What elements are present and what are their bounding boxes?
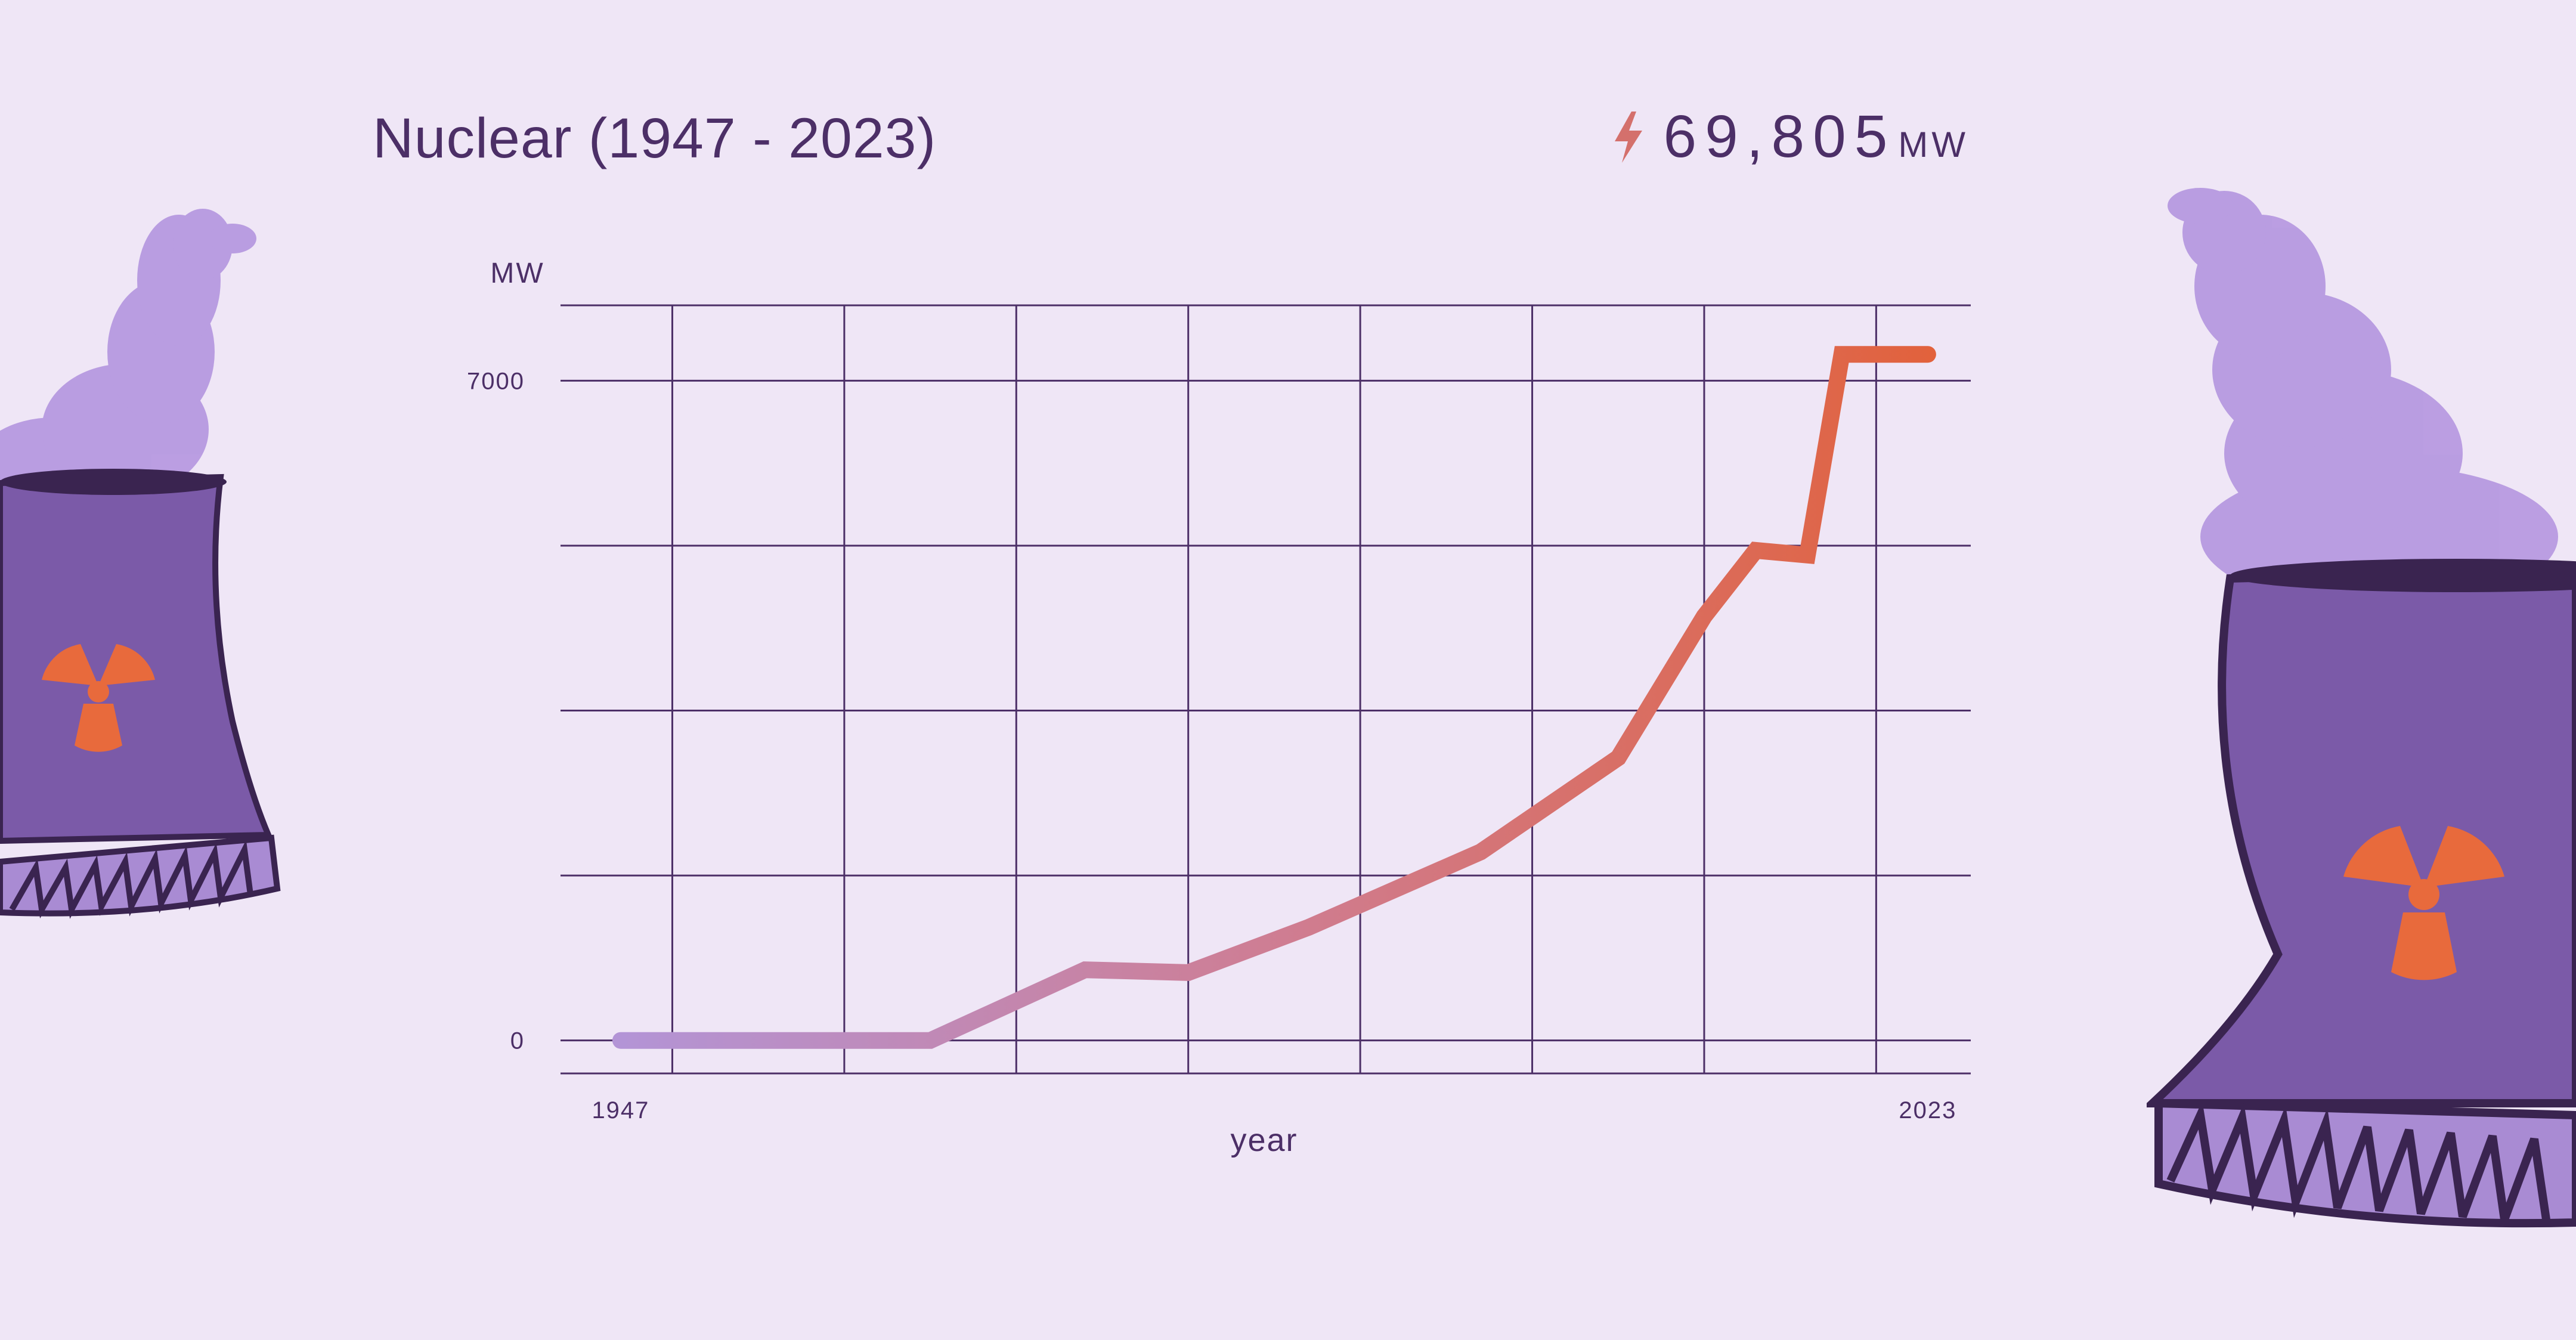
smoke-plume bbox=[0, 209, 256, 513]
x-axis-label: year bbox=[1230, 1122, 1298, 1158]
radiation-icon bbox=[2343, 826, 2504, 980]
y-axis-label: MW bbox=[490, 258, 544, 289]
chart-grid bbox=[561, 304, 1971, 1075]
x-tick-label: 2023 bbox=[1899, 1097, 1956, 1124]
lightning-bolt-icon bbox=[1614, 111, 1642, 163]
chart-title: Nuclear (1947 - 2023) bbox=[373, 107, 937, 170]
total-capacity: 69,805 MW bbox=[1610, 103, 1969, 171]
y-tick-label: 0 bbox=[510, 1028, 525, 1054]
tower-body bbox=[2147, 565, 2576, 1107]
x-tick-label: 1947 bbox=[592, 1097, 649, 1124]
total-capacity-unit: MW bbox=[1898, 125, 1969, 165]
radiation-icon bbox=[42, 644, 155, 752]
nuclear-cooling-tower-icon bbox=[2147, 188, 2576, 1228]
total-capacity-value: 69,805 bbox=[1663, 103, 1896, 170]
y-tick-label: 7000 bbox=[467, 368, 525, 394]
chart-ticks: MW year 0 7000 1947 2023 bbox=[467, 258, 1956, 1158]
nuclear-cooling-tower-icon bbox=[0, 209, 281, 919]
smoke-plume bbox=[2168, 188, 2558, 608]
series-line bbox=[612, 346, 1936, 1049]
